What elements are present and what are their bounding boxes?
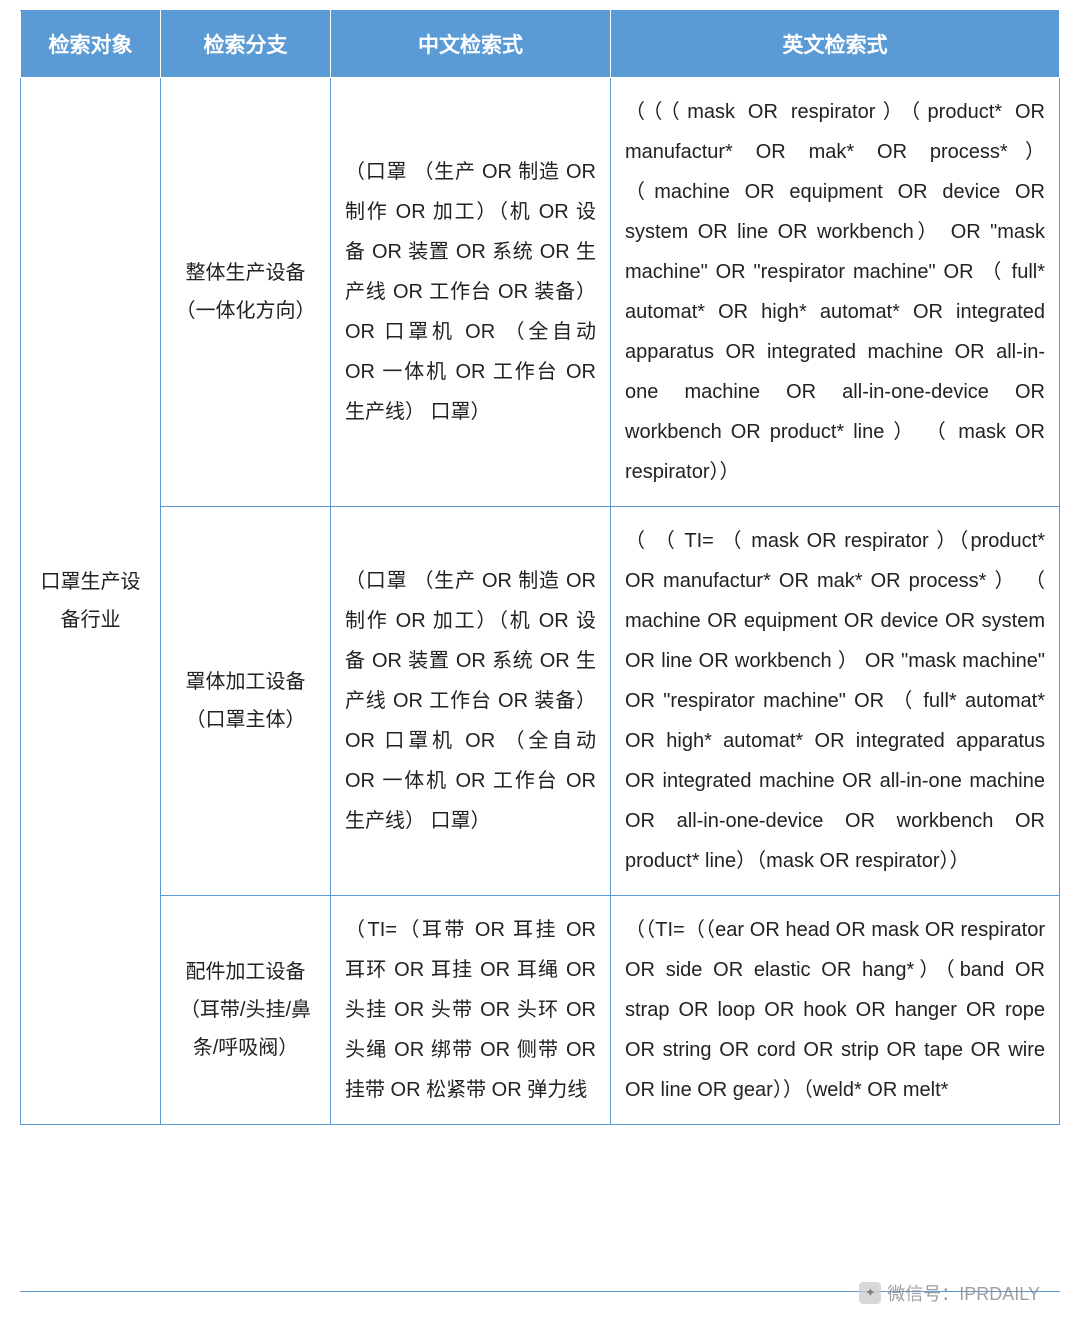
table-row: 配件加工设备（耳带/头挂/鼻条/呼吸阀） （TI=（耳带 OR 耳挂 OR 耳环… [21,896,1060,1125]
cell-cn-2: （TI=（耳带 OR 耳挂 OR 耳环 OR 耳挂 OR 耳绳 OR 头挂 OR… [331,896,611,1125]
col-header-cn: 中文检索式 [331,11,611,78]
cell-en-0: （（（mask OR respirator）（product* OR manuf… [611,78,1060,507]
table-row: 罩体加工设备（口罩主体） （口罩 （生产 OR 制造 OR 制作 OR 加工）（… [21,507,1060,896]
cell-branch-0: 整体生产设备（一体化方向） [161,78,331,507]
cell-cn-1: （口罩 （生产 OR 制造 OR 制作 OR 加工）（机 OR 设备 OR 装置… [331,507,611,896]
cell-en-1: （ （ TI= （ mask OR respirator ）（product* … [611,507,1060,896]
search-strategy-table: 检索对象 检索分支 中文检索式 英文检索式 口罩生产设备行业 整体生产设备（一体… [20,10,1060,1125]
table-row: 口罩生产设备行业 整体生产设备（一体化方向） （口罩 （生产 OR 制造 OR … [21,78,1060,507]
cell-cn-0: （口罩 （生产 OR 制造 OR 制作 OR 加工）（机 OR 设备 OR 装置… [331,78,611,507]
col-header-object: 检索对象 [21,11,161,78]
col-header-en: 英文检索式 [611,11,1060,78]
table-header-row: 检索对象 检索分支 中文检索式 英文检索式 [21,11,1060,78]
cell-object: 口罩生产设备行业 [21,78,161,1125]
cell-en-2: （（TI=（（ear OR head OR mask OR respirator… [611,896,1060,1125]
col-header-branch: 检索分支 [161,11,331,78]
cell-branch-2: 配件加工设备（耳带/头挂/鼻条/呼吸阀） [161,896,331,1125]
cell-branch-1: 罩体加工设备（口罩主体） [161,507,331,896]
